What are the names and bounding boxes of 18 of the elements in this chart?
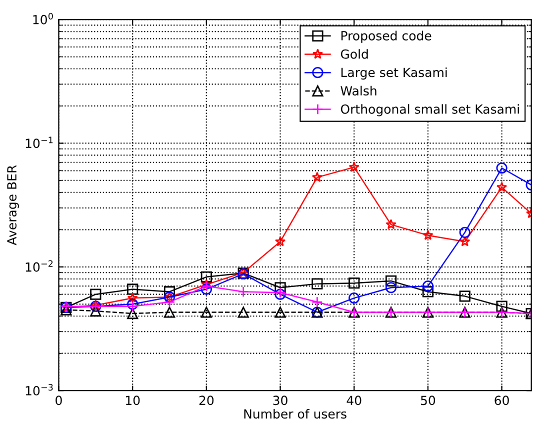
y-tick-label: 10$^{0}$ <box>33 12 53 24</box>
x-tick-label: 30 <box>273 396 288 406</box>
x-tick-label: 60 <box>494 396 509 406</box>
y-tick-label: 10$^{−3}$ <box>26 384 53 396</box>
x-tick-label: 0 <box>56 396 62 406</box>
legend-label: Large set Kasami <box>341 67 447 80</box>
y-axis-title: Average BER <box>7 165 19 246</box>
x-tick-label: 20 <box>199 396 214 406</box>
x-tick-label: 40 <box>346 396 362 406</box>
legend-label: Orthogonal small set Kasami <box>340 104 519 116</box>
y-tick-label: 10$^{−1}$ <box>26 136 53 148</box>
legend-label: Walsh <box>340 86 376 96</box>
x-tick-label: 50 <box>420 396 436 406</box>
legend-label: Proposed code <box>341 30 432 43</box>
legend-label: Gold <box>340 49 368 59</box>
y-tick-label: 10$^{−2}$ <box>26 260 53 272</box>
x-axis-title: Number of users <box>244 408 346 419</box>
x-tick-label: 10 <box>126 396 140 406</box>
